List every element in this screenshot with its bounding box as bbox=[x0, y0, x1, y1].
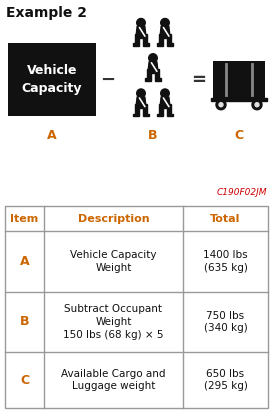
Polygon shape bbox=[136, 27, 146, 34]
Polygon shape bbox=[133, 43, 140, 46]
FancyBboxPatch shape bbox=[8, 43, 96, 116]
Circle shape bbox=[161, 89, 169, 97]
Polygon shape bbox=[147, 69, 159, 73]
Polygon shape bbox=[159, 34, 171, 38]
Polygon shape bbox=[160, 27, 170, 34]
Polygon shape bbox=[167, 108, 171, 114]
Circle shape bbox=[255, 103, 259, 107]
Text: Description: Description bbox=[78, 214, 149, 224]
Polygon shape bbox=[145, 79, 152, 81]
Circle shape bbox=[149, 54, 157, 62]
Polygon shape bbox=[159, 38, 163, 43]
Text: 750 lbs
(340 kg): 750 lbs (340 kg) bbox=[204, 311, 247, 333]
Circle shape bbox=[219, 103, 223, 107]
Circle shape bbox=[252, 100, 262, 110]
Text: Subtract Occupant
Weight
150 lbs (68 kg) × 5: Subtract Occupant Weight 150 lbs (68 kg)… bbox=[63, 304, 164, 340]
Polygon shape bbox=[167, 114, 173, 116]
Polygon shape bbox=[159, 104, 171, 108]
Text: 1400 lbs
(635 kg): 1400 lbs (635 kg) bbox=[203, 250, 248, 273]
Circle shape bbox=[161, 18, 169, 27]
Text: C: C bbox=[20, 374, 29, 386]
Text: A: A bbox=[20, 255, 29, 268]
Polygon shape bbox=[155, 79, 161, 81]
Text: =: = bbox=[191, 71, 206, 88]
Polygon shape bbox=[167, 43, 173, 46]
Text: Vehicle Capacity
Weight: Vehicle Capacity Weight bbox=[70, 250, 157, 273]
Polygon shape bbox=[143, 114, 149, 116]
Polygon shape bbox=[160, 97, 170, 104]
FancyBboxPatch shape bbox=[213, 61, 265, 98]
Polygon shape bbox=[147, 73, 151, 79]
Polygon shape bbox=[135, 104, 147, 108]
Circle shape bbox=[216, 100, 226, 110]
Polygon shape bbox=[157, 43, 164, 46]
Polygon shape bbox=[157, 114, 164, 116]
Text: Available Cargo and
Luggage weight: Available Cargo and Luggage weight bbox=[61, 369, 166, 391]
Polygon shape bbox=[211, 98, 267, 101]
Text: B: B bbox=[20, 315, 29, 328]
Text: B: B bbox=[148, 129, 158, 142]
Circle shape bbox=[137, 89, 145, 97]
Text: C190F02JM: C190F02JM bbox=[216, 188, 267, 197]
Polygon shape bbox=[159, 108, 163, 114]
Text: Vehicle
Capacity: Vehicle Capacity bbox=[22, 64, 82, 95]
Text: Item: Item bbox=[10, 214, 38, 224]
Text: Total: Total bbox=[210, 214, 241, 224]
Text: −: − bbox=[100, 71, 115, 88]
Polygon shape bbox=[148, 62, 158, 69]
Polygon shape bbox=[155, 73, 159, 79]
Text: 650 lbs
(295 kg): 650 lbs (295 kg) bbox=[204, 369, 247, 391]
Polygon shape bbox=[135, 34, 147, 38]
Polygon shape bbox=[143, 108, 147, 114]
Polygon shape bbox=[136, 97, 146, 104]
Text: A: A bbox=[47, 129, 57, 142]
Text: Example 2: Example 2 bbox=[6, 6, 87, 20]
Polygon shape bbox=[133, 114, 140, 116]
Polygon shape bbox=[135, 38, 139, 43]
Text: C: C bbox=[235, 129, 244, 142]
Polygon shape bbox=[143, 38, 147, 43]
Circle shape bbox=[137, 18, 145, 27]
Polygon shape bbox=[143, 43, 149, 46]
Polygon shape bbox=[167, 38, 171, 43]
Polygon shape bbox=[135, 108, 139, 114]
